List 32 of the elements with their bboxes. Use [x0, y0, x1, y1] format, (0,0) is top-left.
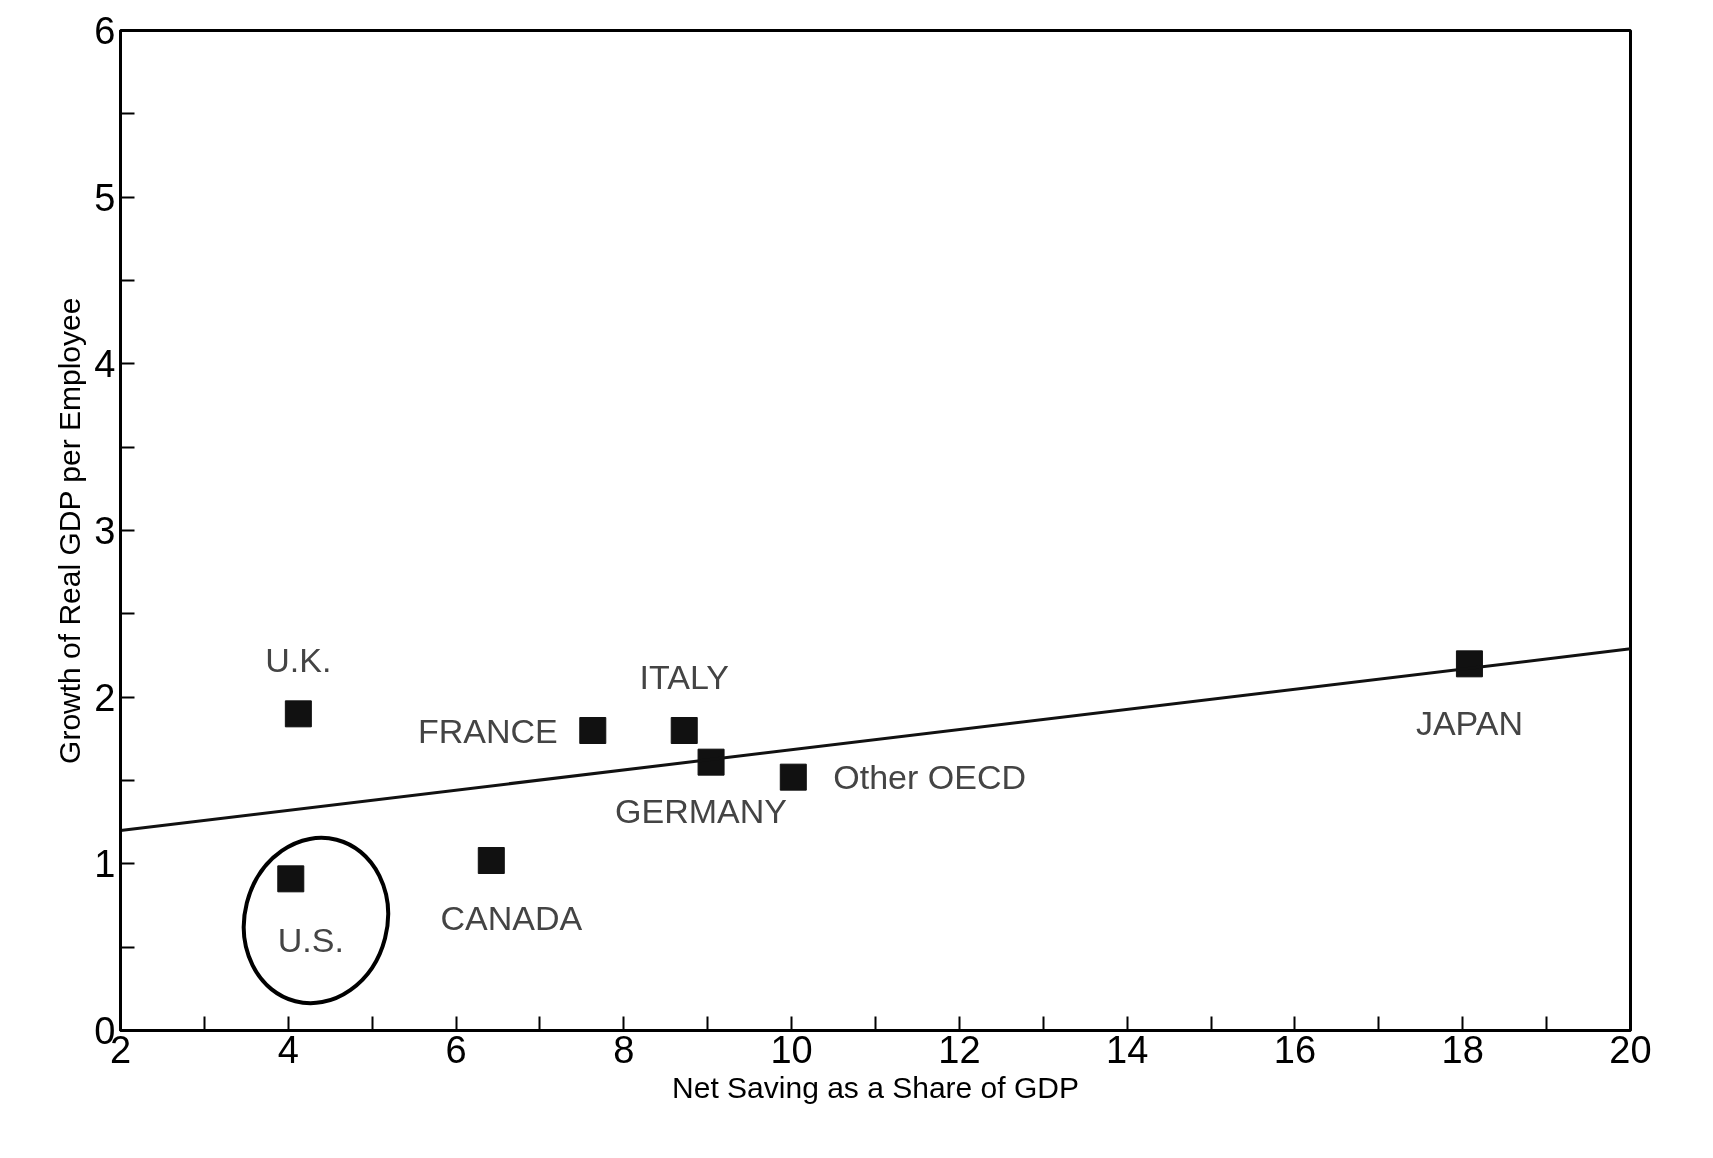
x-tick-label: 6	[445, 1028, 467, 1071]
annotation: U.S.	[277, 920, 344, 959]
x-tick-label: 16	[1273, 1028, 1317, 1071]
x-axis-title: Net Saving as a Share of GDP	[672, 1070, 1079, 1104]
x-tick-label: 10	[770, 1028, 813, 1071]
x-tick-label: 12	[938, 1028, 981, 1071]
annotation: JAPAN	[1415, 703, 1523, 742]
point	[579, 717, 607, 744]
y-tick-label: 5	[94, 176, 116, 219]
annotation: ITALY	[639, 657, 729, 696]
point	[779, 763, 807, 791]
y-tick-label: 6	[94, 10, 116, 52]
y-tick-label: 2	[94, 676, 116, 719]
annotation: U.K.	[265, 640, 332, 679]
annotation: CANADA	[440, 898, 583, 937]
point	[697, 748, 725, 776]
x-tick-label: 18	[1441, 1028, 1484, 1071]
x-tick-label: 4	[277, 1028, 299, 1071]
y-tick-label: 3	[94, 510, 116, 552]
point	[277, 865, 305, 893]
x-tick-label: 8	[613, 1028, 635, 1071]
annotation: Other OECD	[833, 758, 1027, 797]
point	[670, 717, 698, 744]
point	[284, 700, 312, 728]
annotation: GERMANY	[615, 792, 788, 831]
y-tick-label: 1	[94, 843, 116, 886]
point	[477, 847, 505, 874]
annotation: FRANCE	[418, 711, 558, 750]
x-tick-label: 14	[1106, 1028, 1149, 1071]
y-tick-label: 4	[94, 343, 116, 386]
x-tick-label: 20	[1609, 1028, 1652, 1071]
y-axis-title: Growth of Real GDP per Employee	[53, 297, 87, 764]
